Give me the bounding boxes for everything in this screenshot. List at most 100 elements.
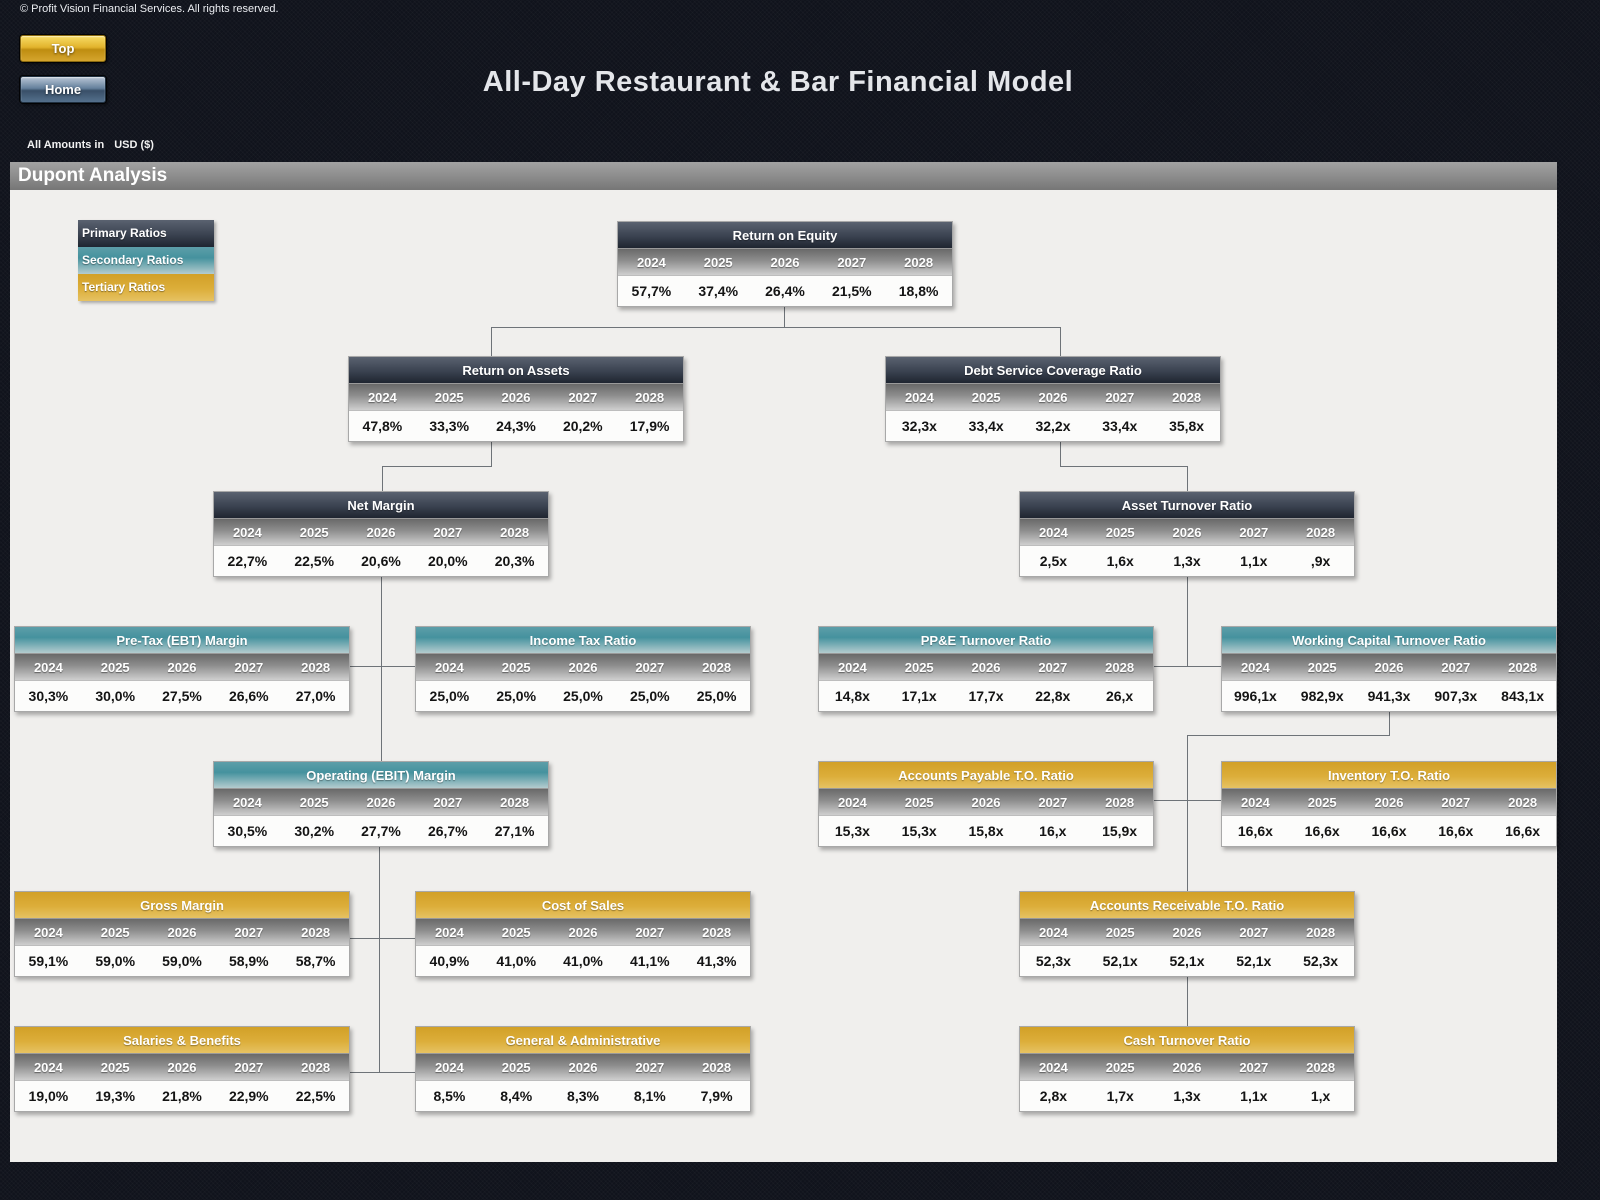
page-title: All-Day Restaurant & Bar Financial Model xyxy=(482,66,1074,98)
ratio-box-years: 2024 2025 2026 2027 2028 xyxy=(15,1054,349,1081)
ratio-value: 52,1x xyxy=(1102,953,1138,969)
ratio-value: 2,8x xyxy=(1039,1088,1068,1104)
ratio-value: 27,0% xyxy=(295,688,336,704)
year-header: 2024 xyxy=(33,925,63,940)
ratio-box-values: 25,0% 25,0% 25,0% 25,0% 25,0% xyxy=(416,681,750,711)
year-header: 2025 xyxy=(434,390,464,405)
year-header: 2027 xyxy=(433,795,463,810)
connector-line xyxy=(381,576,382,761)
year-header: 2024 xyxy=(434,1060,464,1075)
ratio-value: 941,3x xyxy=(1367,688,1411,704)
year-header: 2027 xyxy=(1105,390,1135,405)
year-header: 2027 xyxy=(635,1060,665,1075)
connector-line xyxy=(1187,576,1188,666)
ratio-value: 8,4% xyxy=(500,1088,533,1104)
ratio-value: 15,9x xyxy=(1102,823,1138,839)
ratio-box-title: Accounts Payable T.O. Ratio xyxy=(819,762,1153,789)
year-header: 2026 xyxy=(1172,1060,1202,1075)
ratio-value: 26,6% xyxy=(228,688,269,704)
ratio-value: 58,9% xyxy=(228,953,269,969)
year-header: 2026 xyxy=(1374,660,1404,675)
year-header: 2025 xyxy=(1105,1060,1135,1075)
year-header: 2027 xyxy=(1038,660,1068,675)
year-header: 2028 xyxy=(1508,660,1538,675)
ratio-value: 52,1x xyxy=(1236,953,1272,969)
ratio-box-title: Cost of Sales xyxy=(416,892,750,919)
ratio-value: 41,1% xyxy=(629,953,670,969)
ratio-value: 59,0% xyxy=(95,953,136,969)
ratio-value: 843,1x xyxy=(1501,688,1544,704)
year-header: 2024 xyxy=(837,795,867,810)
connector-line xyxy=(491,327,1061,328)
ratio-box-values: 2,8x 1,7x 1,3x 1,1x 1,x xyxy=(1020,1081,1354,1111)
ratio-box-title: Salaries & Benefits xyxy=(15,1027,349,1054)
connector-line xyxy=(491,441,492,466)
home-button[interactable]: Home xyxy=(20,76,106,103)
ratio-value: 1,1x xyxy=(1240,553,1268,569)
year-header: 2027 xyxy=(1239,525,1269,540)
top-button[interactable]: Top xyxy=(20,35,106,62)
ratio-value: 27,5% xyxy=(162,688,202,704)
connector-line xyxy=(350,1072,415,1073)
ratio-value: 19,0% xyxy=(28,1088,69,1104)
year-header: 2025 xyxy=(1307,795,1337,810)
ratio-box-years: 2024 2025 2026 2027 2028 xyxy=(1020,919,1354,946)
connector-line xyxy=(379,847,380,1072)
year-header: 2028 xyxy=(702,660,732,675)
year-header: 2025 xyxy=(1105,525,1135,540)
ratio-value: 52,3x xyxy=(1035,953,1071,969)
ratio-value: 19,3% xyxy=(95,1088,136,1104)
ratio-value: 17,9% xyxy=(629,418,670,434)
year-header: 2025 xyxy=(100,1060,130,1075)
ratio-value: 16,6x xyxy=(1505,823,1541,839)
year-header: 2028 xyxy=(1172,390,1202,405)
copyright-text: © Profit Vision Financial Services. All … xyxy=(20,3,279,15)
year-header: 2026 xyxy=(501,390,531,405)
ratio-box-title: Gross Margin xyxy=(15,892,349,919)
year-header: 2026 xyxy=(568,925,598,940)
ratio-value: 27,7% xyxy=(361,823,401,839)
ratio-value: 33,3% xyxy=(429,418,470,434)
year-header: 2028 xyxy=(301,660,331,675)
ratio-value: 1,1x xyxy=(1240,1088,1268,1104)
ratio-value: 17,1x xyxy=(901,688,937,704)
connector-line xyxy=(784,306,785,327)
ratio-box-years: 2024 2025 2026 2027 2028 xyxy=(886,384,1220,411)
ratio-value: 21,5% xyxy=(831,283,872,299)
ratio-box-values: 30,3% 30,0% 27,5% 26,6% 27,0% xyxy=(15,681,349,711)
year-header: 2027 xyxy=(568,390,598,405)
ratio-box-pretax_margin: Pre-Tax (EBT) Margin 2024 2025 2026 2027 202… xyxy=(14,626,350,712)
ratio-value: 52,1x xyxy=(1169,953,1205,969)
ratio-value: 25,0% xyxy=(429,688,470,704)
ratio-box-values: 2,5x 1,6x 1,3x 1,1x ,9x xyxy=(1020,546,1354,576)
year-header: 2028 xyxy=(1306,525,1336,540)
ratio-value: 30,3% xyxy=(28,688,69,704)
year-header: 2028 xyxy=(500,795,530,810)
year-header: 2024 xyxy=(1038,1060,1068,1075)
connector-line xyxy=(1060,441,1061,466)
year-header: 2026 xyxy=(770,255,800,270)
ratio-box-title: Income Tax Ratio xyxy=(416,627,750,654)
ratio-box-years: 2024 2025 2026 2027 2028 xyxy=(618,249,952,276)
ratio-value: 59,1% xyxy=(28,953,69,969)
ratio-box-title: Cash Turnover Ratio xyxy=(1020,1027,1354,1054)
ratio-value: 16,x xyxy=(1039,823,1067,839)
ratio-value: 996,1x xyxy=(1233,688,1277,704)
ratio-value: 35,8x xyxy=(1169,418,1205,434)
ratio-value: 15,3x xyxy=(901,823,937,839)
ratio-box-title: General & Administrative xyxy=(416,1027,750,1054)
year-header: 2026 xyxy=(568,1060,598,1075)
ratio-value: 16,6x xyxy=(1304,823,1340,839)
ratio-value: 1,3x xyxy=(1173,1088,1201,1104)
year-header: 2027 xyxy=(635,660,665,675)
ratio-box-roa: Return on Assets 2024 2025 2026 2027 2028 47… xyxy=(348,356,684,442)
ratio-value: 41,3% xyxy=(696,953,737,969)
ratio-box-wc_turnover: Working Capital Turnover Ratio 2024 2025 2… xyxy=(1221,626,1557,712)
year-header: 2027 xyxy=(1239,1060,1269,1075)
connector-line xyxy=(382,466,492,467)
ratio-box-years: 2024 2025 2026 2027 2028 xyxy=(349,384,683,411)
ratio-box-cash_turnover: Cash Turnover Ratio 2024 2025 2026 2027 2028… xyxy=(1019,1026,1355,1112)
year-header: 2025 xyxy=(501,925,531,940)
ratio-value: 26,4% xyxy=(765,283,805,299)
